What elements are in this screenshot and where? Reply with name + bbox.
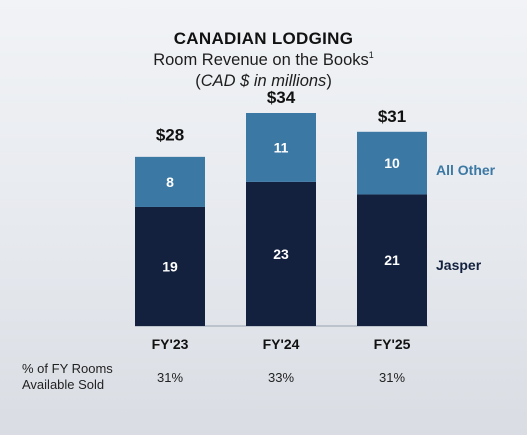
chart-units: (CAD $ in millions) xyxy=(0,72,527,91)
data-label-all-other-fy-24: 11 xyxy=(274,139,289,155)
data-label-jasper-fy-25: 21 xyxy=(384,252,400,268)
bar-all-other-fy-24 xyxy=(246,113,316,182)
stacked-bar-chart: 19 8 $28 FY'23 23 11 $34 FY'24 21 10 $31 FY'25 Jaspe… xyxy=(135,88,496,350)
subtitle-footnote-marker: 1 xyxy=(368,50,374,60)
bar-jasper-fy-23 xyxy=(135,206,205,326)
legend-all-other: All Other xyxy=(436,162,496,178)
rooms-sold-label-line2: Available Sold xyxy=(22,377,105,392)
data-label-all-other-fy-25: 10 xyxy=(384,155,400,171)
chart-title: CANADIAN LODGING xyxy=(173,29,354,48)
data-label-jasper-fy-23: 19 xyxy=(162,258,178,274)
x-tick-label-fy-23: FY'23 xyxy=(152,336,189,350)
rooms-sold-value-fy23: 31% xyxy=(156,370,184,385)
rooms-sold-value-fy24: 33% xyxy=(267,370,295,385)
bar-all-other-fy-25 xyxy=(357,131,427,195)
legend-jasper: Jasper xyxy=(436,257,482,273)
rooms-sold-row-label: % of FY Rooms Available Sold xyxy=(22,361,113,393)
data-label-jasper-fy-24: 23 xyxy=(273,246,289,262)
total-label-fy-24: $34 xyxy=(267,88,296,107)
units-open-paren: ( xyxy=(195,72,201,90)
total-label-fy-25: $31 xyxy=(378,107,406,126)
data-label-all-other-fy-23: 8 xyxy=(166,174,174,190)
chart-subtitle: Room Revenue on the Books1 xyxy=(0,50,527,70)
x-tick-label-fy-25: FY'25 xyxy=(374,336,411,350)
bar-all-other-fy-23 xyxy=(135,156,205,207)
x-tick-label-fy-24: FY'24 xyxy=(263,336,300,350)
subtitle-text: Room Revenue on the Books xyxy=(153,51,369,69)
units-close-paren: ) xyxy=(326,72,332,90)
rooms-sold-value-fy25: 31% xyxy=(378,370,406,385)
bar-jasper-fy-24 xyxy=(246,181,316,326)
total-label-fy-23: $28 xyxy=(156,126,184,145)
units-text: CAD $ in millions xyxy=(200,72,327,90)
rooms-sold-label-line1: % of FY Rooms xyxy=(22,361,113,376)
bar-jasper-fy-25 xyxy=(357,194,427,326)
